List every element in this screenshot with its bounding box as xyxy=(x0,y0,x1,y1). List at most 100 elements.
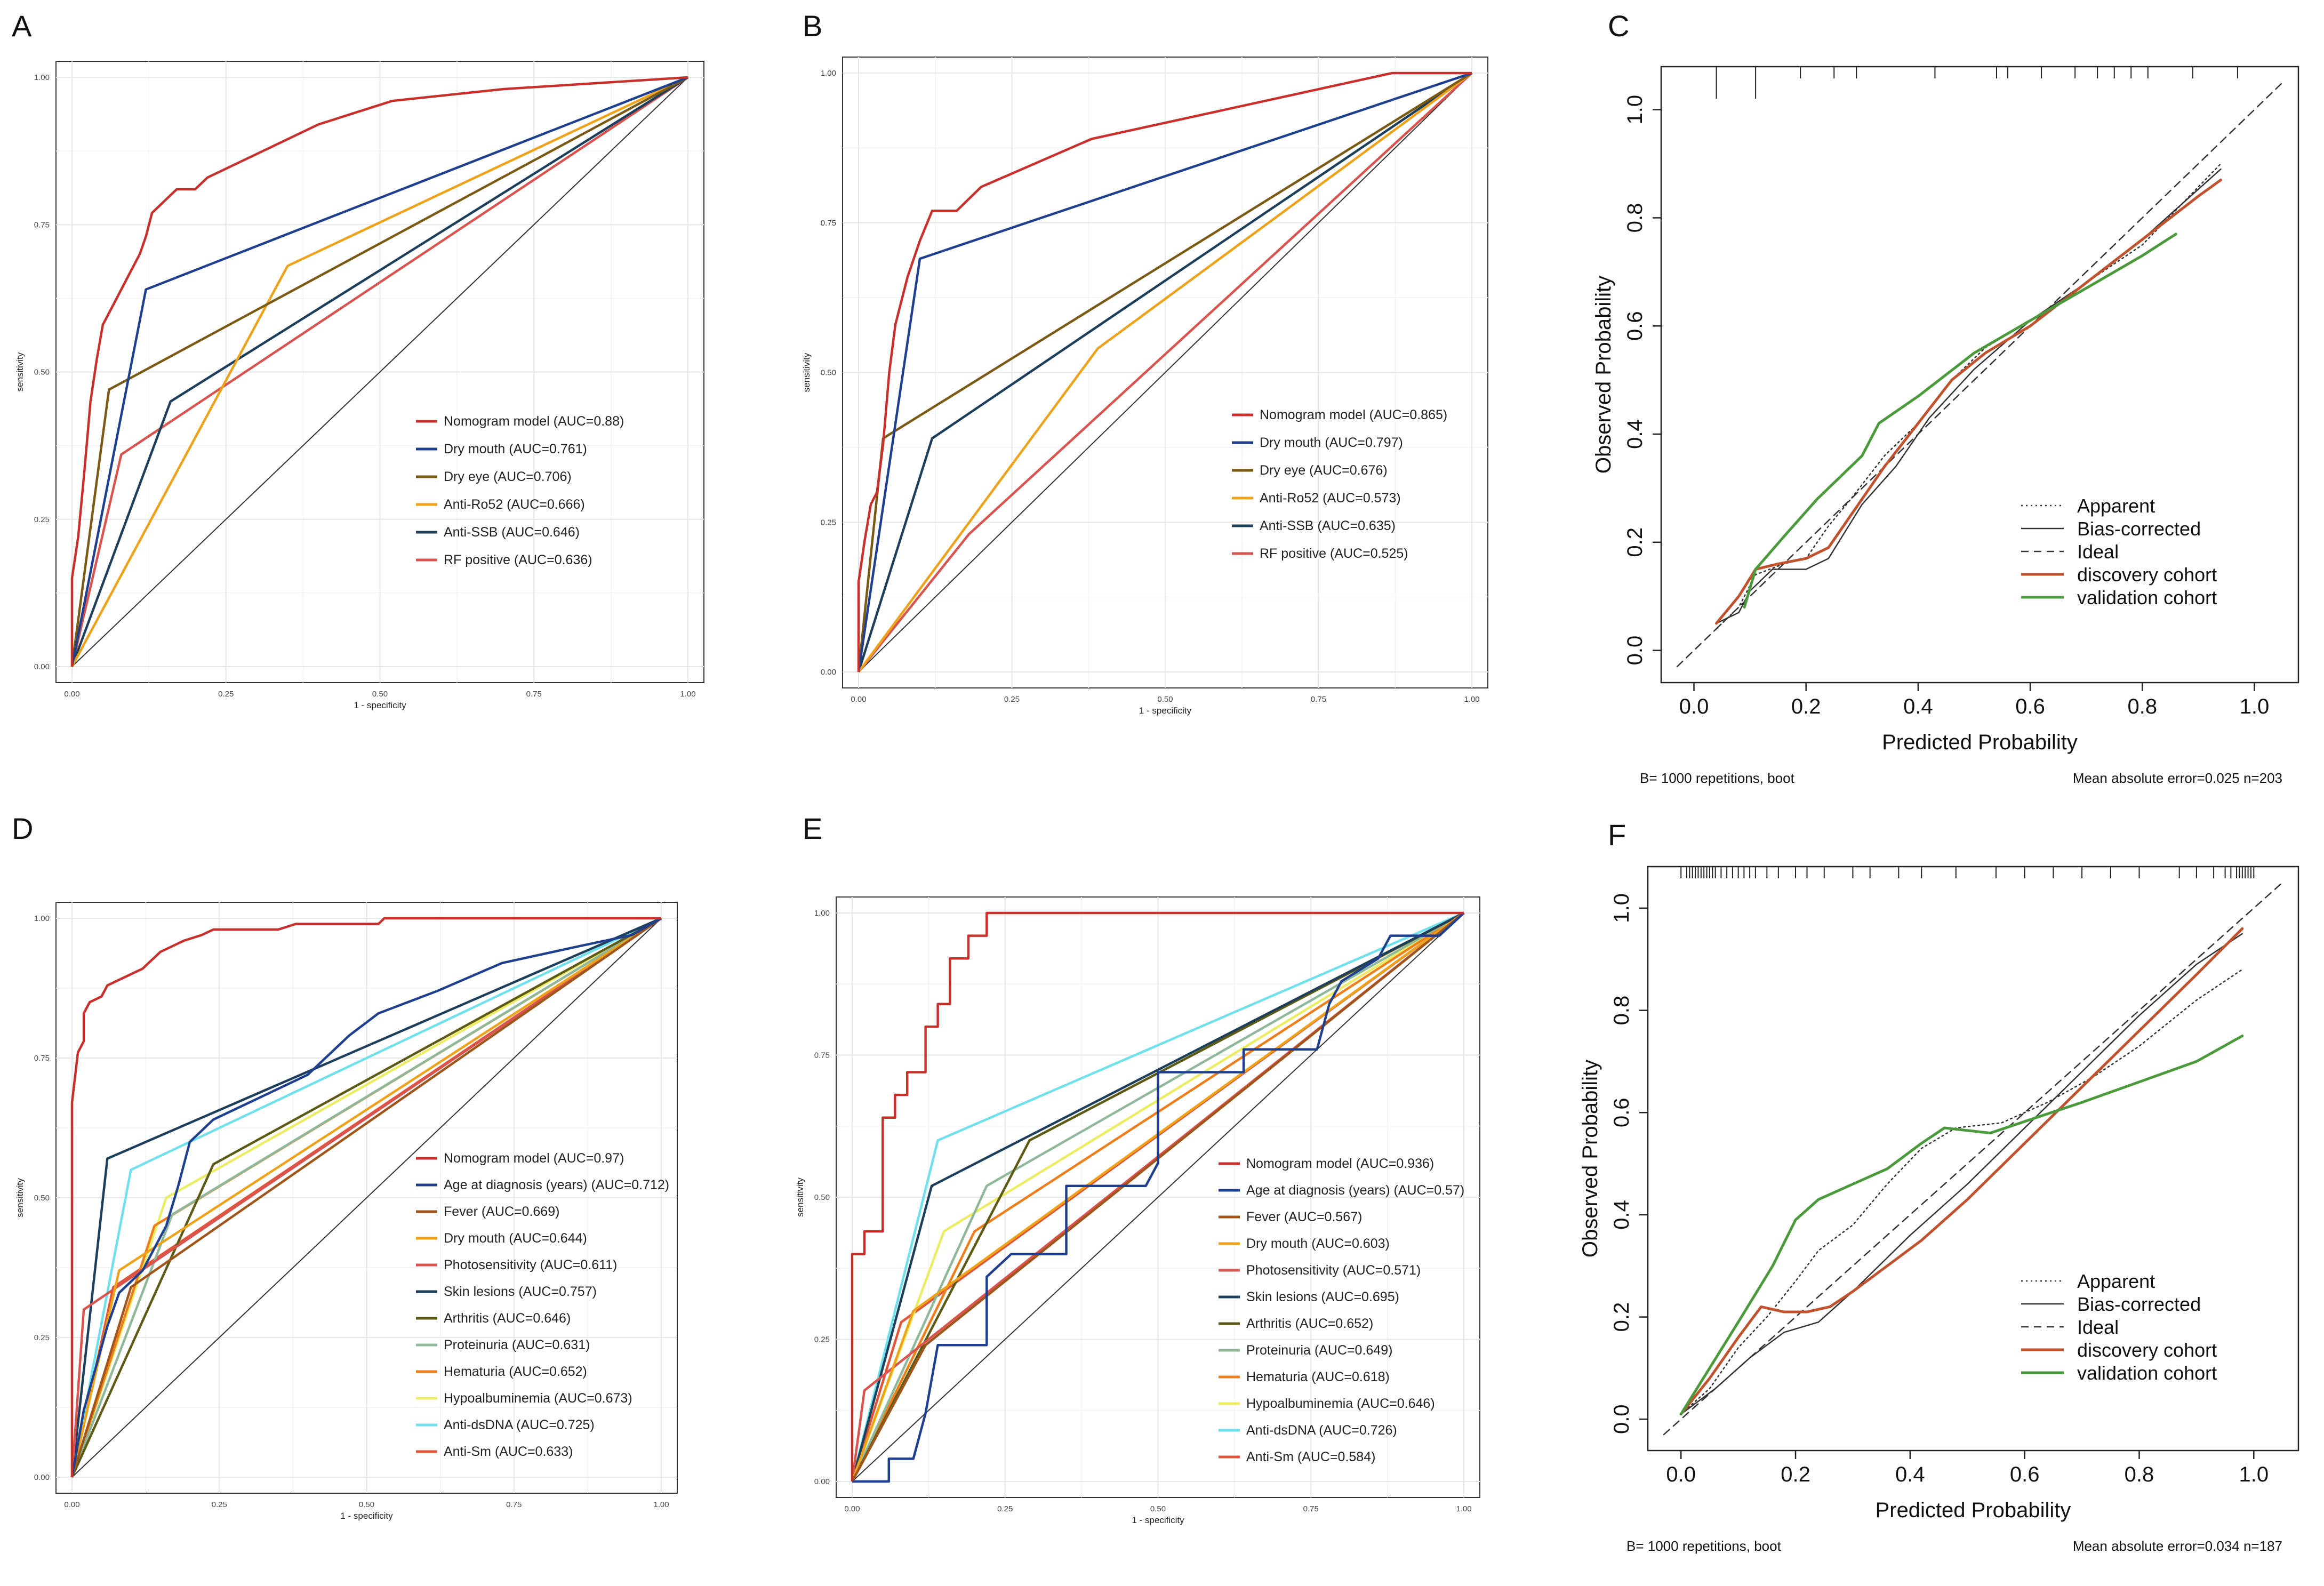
y-tick-label: 0.2 xyxy=(1610,1302,1633,1332)
y-tick-label: 0.75 xyxy=(34,220,50,229)
roc-curve-7 xyxy=(70,917,662,1478)
y-tick-label: 1.00 xyxy=(34,73,50,82)
legend-label: Bias-corrected xyxy=(2077,1293,2201,1315)
roc-curve-0 xyxy=(70,917,661,1477)
x-tick-label: 0.00 xyxy=(64,690,79,699)
legend-label: Age at diagnosis (years) (AUC=0.57) xyxy=(1246,1183,1464,1198)
x-tick-label: 0.25 xyxy=(212,1500,227,1509)
y-tick-label: 0.50 xyxy=(814,1193,830,1202)
roc-curve-3 xyxy=(858,72,1473,673)
legend-label: Anti-SSB (AUC=0.646) xyxy=(444,525,580,540)
legend-label: Proteinuria (AUC=0.631) xyxy=(444,1337,590,1352)
legend-label: Skin lesions (AUC=0.757) xyxy=(444,1284,597,1299)
legend-label: RF positive (AUC=0.636) xyxy=(444,552,592,567)
y-tick-label: 0.4 xyxy=(1610,1200,1633,1230)
legend-label: Ideal xyxy=(2077,1316,2119,1338)
y-tick-label: 0.75 xyxy=(34,1054,50,1063)
reference-diagonal xyxy=(852,912,1464,1482)
roc-curve-3 xyxy=(851,912,1465,1482)
calibration-line-apparent xyxy=(1680,968,2243,1415)
legend-label: Apparent xyxy=(2077,495,2155,517)
panel-d: D 0.00 0.00 0.25 0.25 0.50 0.50 0.75 0.75 1.00 1.0… xyxy=(12,812,678,1521)
x-tick-label: 0.25 xyxy=(997,1504,1013,1513)
legend-label: Dry mouth (AUC=0.797) xyxy=(1260,435,1403,450)
calibration-line-discovery-cohort xyxy=(1715,179,2222,625)
legend-label: Anti-SSB (AUC=0.635) xyxy=(1260,518,1396,533)
y-tick-label: 0.6 xyxy=(1610,1098,1633,1127)
reference-diagonal xyxy=(71,918,662,1478)
y-tick-label: 0.00 xyxy=(821,668,836,677)
panel-a: A 0.00 0.00 0.25 0.25 0.50 0.50 0.75 0.75 1.00 1.0… xyxy=(12,9,704,710)
y-tick-label: 0.00 xyxy=(814,1477,830,1486)
y-axis-label: Observed Probability xyxy=(1592,276,1615,474)
roc-curve-7 xyxy=(851,912,1465,1482)
y-axis-label: sensitivity xyxy=(802,353,812,392)
roc-curve-10 xyxy=(851,911,1464,1482)
legend-label: Nomogram model (AUC=0.88) xyxy=(444,414,624,429)
y-tick-label: 1.00 xyxy=(814,909,830,918)
roc-curve-3 xyxy=(71,76,688,668)
footnote-left: B= 1000 repetitions, boot xyxy=(1626,1538,1782,1554)
roc-curve-6 xyxy=(851,912,1465,1483)
legend-label: Hematuria (AUC=0.618) xyxy=(1246,1369,1390,1384)
roc-curve-4 xyxy=(857,72,1473,672)
y-axis-label: Observed Probability xyxy=(1578,1060,1602,1257)
calibration-line-validation-cohort xyxy=(1679,1035,2244,1416)
calibration-line-apparent xyxy=(1716,163,2222,630)
calibration-line-ideal xyxy=(1663,882,2283,1436)
legend-label: Dry mouth (AUC=0.603) xyxy=(1246,1236,1390,1251)
x-tick-label: 1.0 xyxy=(2239,1463,2269,1486)
legend-label: Hypoalbuminemia (AUC=0.646) xyxy=(1246,1396,1435,1411)
panel-letter: C xyxy=(1608,9,1629,43)
y-tick-label: 0.50 xyxy=(821,369,836,378)
x-tick-label: 0.8 xyxy=(2127,695,2157,718)
y-tick-label: 0.8 xyxy=(1610,996,1633,1026)
roc-curve-1 xyxy=(857,71,1472,672)
reference-diagonal xyxy=(71,77,688,667)
plot-frame xyxy=(1660,66,2299,684)
roc-curve-5 xyxy=(851,911,1465,1482)
y-tick-label: 0.25 xyxy=(814,1335,830,1344)
x-axis-label: Predicted Probability xyxy=(1882,731,2078,754)
legend-label: Ideal xyxy=(2077,541,2119,563)
x-tick-label: 0.2 xyxy=(1781,1463,1810,1486)
legend-label: Nomogram model (AUC=0.865) xyxy=(1260,407,1447,422)
roc-curve-5 xyxy=(70,76,689,667)
legend-label: Anti-Sm (AUC=0.633) xyxy=(444,1444,573,1459)
panel-f: F 0.0 0.0 0.2 0.2 0.4 0.4 0.6 0.6 0.8 0.8 1.0 1.0 Pre… xyxy=(1578,818,2299,1554)
legend-label: Dry eye (AUC=0.676) xyxy=(1260,463,1388,478)
x-axis-label: 1 - specificity xyxy=(340,1511,393,1521)
x-tick-label: 0.25 xyxy=(218,690,234,699)
roc-curve-1 xyxy=(70,917,662,1478)
y-tick-label: 0.8 xyxy=(1623,203,1647,233)
x-tick-label: 0.75 xyxy=(1303,1504,1319,1513)
legend-label: Nomogram model (AUC=0.97) xyxy=(444,1151,624,1166)
legend-label: Hypoalbuminemia (AUC=0.673) xyxy=(444,1391,632,1406)
x-tick-label: 1.00 xyxy=(1464,695,1479,704)
legend-label: validation cohort xyxy=(2077,587,2217,608)
legend-label: Dry mouth (AUC=0.761) xyxy=(444,442,587,456)
legend-label: Arthritis (AUC=0.652) xyxy=(1246,1316,1373,1331)
roc-curve-2 xyxy=(851,912,1465,1483)
legend-label: Apparent xyxy=(2077,1270,2155,1292)
calibration-line-ideal xyxy=(1676,82,2283,668)
legend-label: Hematuria (AUC=0.652) xyxy=(444,1364,587,1379)
y-tick-label: 0.6 xyxy=(1623,311,1647,341)
y-tick-label: 0.00 xyxy=(34,1473,50,1482)
legend-label: Age at diagnosis (years) (AUC=0.712) xyxy=(444,1178,669,1192)
reference-diagonal xyxy=(858,73,1472,672)
x-tick-label: 0.50 xyxy=(1157,695,1173,704)
y-tick-label: 0.25 xyxy=(821,518,836,527)
legend-label: Anti-dsDNA (AUC=0.725) xyxy=(444,1417,595,1432)
legend-label: Bias-corrected xyxy=(2077,518,2201,540)
legend-label: Anti-Sm (AUC=0.584) xyxy=(1246,1449,1375,1464)
roc-curve-4 xyxy=(70,917,662,1478)
roc-curve-0 xyxy=(70,76,688,667)
roc-curve-5 xyxy=(70,917,662,1478)
y-tick-label: 1.00 xyxy=(821,69,836,78)
x-tick-label: 0.0 xyxy=(1679,695,1709,718)
legend-label: Proteinuria (AUC=0.649) xyxy=(1246,1343,1392,1358)
y-tick-label: 0.50 xyxy=(34,1193,50,1203)
panel-b: B 0.00 0.00 0.25 0.25 0.50 0.50 0.75 0.75 1.00 1.0… xyxy=(802,9,1488,716)
